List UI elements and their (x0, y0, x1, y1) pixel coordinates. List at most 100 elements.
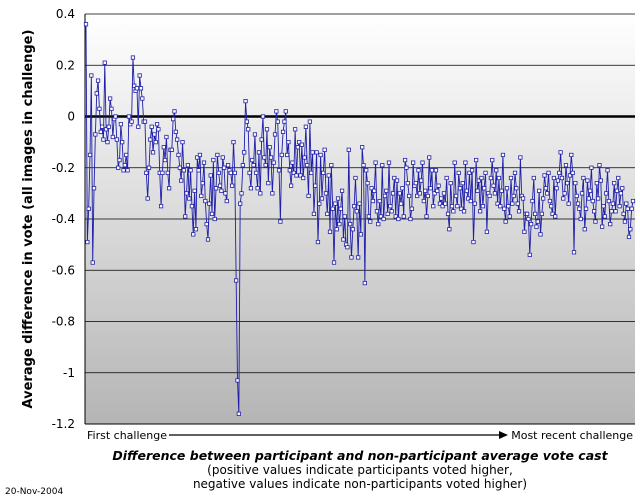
data-point (449, 204, 455, 209)
x-direction-arrowhead (499, 431, 508, 439)
data-point (530, 198, 535, 204)
data-point (323, 191, 329, 196)
data-point (258, 191, 263, 196)
data-point (254, 170, 259, 175)
data-point (606, 198, 611, 204)
data-point (152, 132, 157, 137)
data-point (563, 163, 569, 168)
data-point (276, 168, 282, 173)
data-point (310, 150, 315, 155)
data-point (554, 186, 559, 191)
data-point (624, 201, 629, 206)
data-point (551, 175, 557, 181)
data-point (614, 188, 620, 193)
data-point (188, 168, 193, 173)
data-point (346, 147, 351, 152)
data-point (231, 140, 236, 145)
data-point (432, 191, 437, 196)
data-point (134, 86, 140, 91)
data-point (468, 198, 473, 204)
data-point (503, 219, 508, 224)
data-point (612, 181, 617, 186)
data-point (621, 211, 626, 216)
data-point (160, 170, 165, 175)
data-point (411, 160, 416, 165)
data-point (545, 191, 550, 196)
data-point (361, 163, 366, 168)
data-point (588, 188, 593, 193)
chart-title: Difference between participant and non-p… (112, 448, 608, 463)
data-point (109, 106, 114, 111)
data-point (402, 157, 408, 163)
y-tick-label: -0.2 (52, 161, 75, 175)
data-point (203, 198, 208, 204)
data-point (377, 198, 382, 204)
data-point (294, 173, 299, 178)
data-point (480, 204, 485, 209)
data-point (121, 168, 126, 173)
data-point (461, 209, 467, 214)
data-point (487, 193, 492, 199)
data-point (420, 160, 425, 165)
data-point (541, 196, 546, 201)
data-point (390, 191, 396, 196)
data-point (448, 181, 453, 186)
data-point (520, 196, 526, 201)
data-point (511, 193, 516, 199)
data-point (349, 255, 354, 260)
y-tick-label: 0 (67, 110, 75, 124)
data-point (405, 181, 410, 186)
data-point (319, 196, 325, 201)
y-axis-label: Average difference in vote (all images i… (21, 30, 36, 409)
data-point (457, 186, 463, 191)
data-point (407, 193, 412, 199)
y-tick-label: 0.4 (56, 7, 75, 21)
data-point (547, 198, 552, 204)
data-point (598, 178, 603, 183)
data-point (337, 222, 342, 227)
data-point (130, 55, 136, 60)
data-point (498, 204, 503, 209)
data-point (356, 255, 361, 260)
data-point (305, 163, 310, 168)
data-point (208, 173, 213, 178)
data-point (417, 191, 422, 196)
data-point (400, 186, 405, 191)
y-tick-label: 0.2 (56, 58, 75, 72)
data-point (244, 119, 249, 124)
data-point (569, 152, 574, 158)
data-point (223, 191, 228, 196)
data-point (491, 183, 496, 188)
data-point (89, 73, 94, 78)
data-point (369, 186, 374, 191)
data-point (504, 186, 510, 191)
data-point (250, 157, 255, 163)
data-point (302, 155, 307, 160)
data-point (625, 206, 630, 211)
data-point (436, 183, 441, 188)
data-point (239, 191, 244, 196)
data-point (378, 214, 384, 219)
data-point (282, 119, 287, 124)
data-point (583, 206, 589, 211)
data-point (279, 152, 284, 158)
data-point (601, 204, 606, 209)
data-point (345, 245, 350, 250)
data-point (500, 152, 506, 158)
data-point (600, 224, 605, 229)
y-tick-label: -1.2 (52, 417, 75, 431)
data-point (537, 188, 542, 193)
data-point (354, 209, 359, 214)
data-point (212, 216, 217, 222)
data-point (255, 186, 260, 191)
data-point (471, 239, 476, 245)
data-point (628, 227, 633, 232)
data-point (384, 188, 389, 193)
data-point (561, 196, 566, 201)
data-point (574, 193, 579, 199)
data-point (195, 155, 200, 160)
data-point (451, 209, 456, 214)
data-point (575, 201, 581, 206)
data-point (86, 206, 91, 211)
data-point (372, 188, 377, 193)
